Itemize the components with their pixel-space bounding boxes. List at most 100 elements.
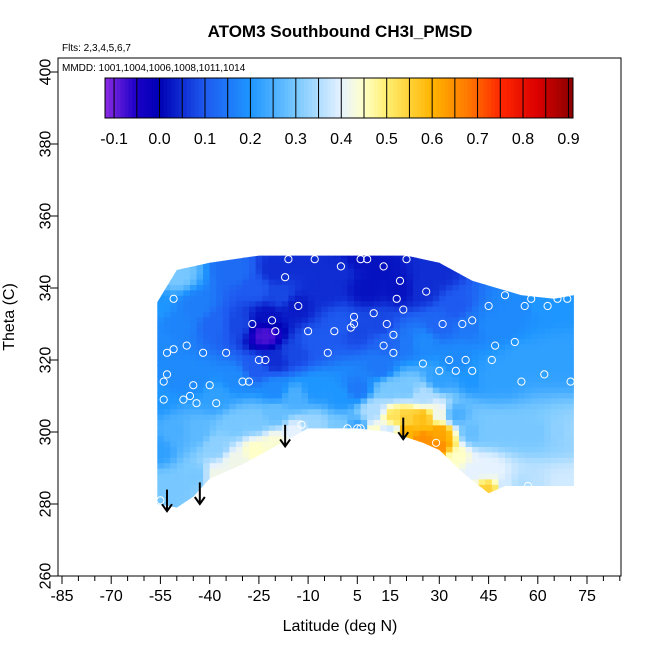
field-cell	[301, 473, 309, 480]
field-cell	[557, 468, 565, 474]
field-cell	[570, 376, 574, 383]
field-cell	[386, 446, 394, 453]
field-cell	[170, 322, 178, 329]
field-cell	[360, 333, 368, 339]
field-cell	[334, 300, 342, 307]
field-cell	[386, 300, 394, 307]
field-cell	[347, 327, 355, 334]
field-cell	[570, 387, 574, 393]
field-cell	[406, 333, 414, 339]
field-cell	[321, 462, 329, 469]
field-cell	[459, 279, 467, 285]
field-cell	[459, 338, 467, 345]
field-cell	[478, 408, 486, 415]
field-cell	[255, 300, 263, 307]
field-cell	[288, 424, 296, 431]
field-cell	[570, 495, 574, 501]
field-cell	[314, 473, 322, 480]
field-cell	[189, 306, 198, 312]
field-cell	[413, 365, 421, 372]
colorbar-swatch	[537, 78, 543, 118]
field-cell	[419, 376, 427, 383]
field-cell	[511, 343, 519, 350]
field-cell	[367, 457, 375, 464]
field-cell	[255, 387, 263, 393]
field-cell	[386, 473, 394, 480]
field-cell	[249, 370, 257, 377]
field-cell	[465, 468, 473, 474]
field-cell	[294, 408, 303, 415]
field-cell	[419, 468, 427, 474]
field-cell	[170, 365, 178, 372]
y-tick-label: 280	[38, 491, 55, 518]
field-cell	[294, 500, 303, 507]
field-cell	[393, 408, 401, 415]
field-cell	[183, 376, 191, 383]
field-cell	[340, 462, 349, 469]
field-cell	[380, 306, 388, 312]
colorbar-swatch	[350, 78, 356, 118]
field-cell	[511, 327, 519, 334]
field-cell	[268, 289, 276, 296]
field-cell	[491, 446, 499, 453]
field-cell	[550, 489, 559, 496]
field-cell	[268, 441, 276, 447]
field-cell	[386, 468, 394, 474]
field-cell	[485, 473, 493, 480]
field-cell	[524, 441, 532, 447]
field-cell	[268, 484, 276, 491]
field-cell	[216, 327, 224, 334]
field-cell	[222, 322, 230, 329]
field-cell	[275, 311, 283, 318]
field-cell	[354, 343, 362, 350]
field-cell	[229, 430, 237, 437]
field-cell	[518, 419, 526, 426]
field-cell	[557, 424, 565, 431]
field-cell	[445, 279, 454, 285]
field-cell	[340, 446, 349, 453]
field-cell	[354, 424, 362, 431]
field-cell	[196, 441, 204, 447]
field-cell	[301, 316, 309, 323]
field-cell	[268, 478, 276, 485]
field-cell	[209, 333, 217, 339]
field-cell	[472, 468, 480, 474]
field-cell	[537, 495, 545, 501]
field-cell	[498, 462, 506, 469]
field-cell	[308, 397, 316, 404]
field-cell	[229, 284, 237, 291]
field-cell	[439, 392, 447, 399]
field-cell	[314, 424, 322, 431]
field-cell	[354, 349, 362, 356]
field-cell	[183, 424, 191, 431]
field-cell	[222, 489, 230, 496]
colorbar-swatch	[108, 78, 114, 118]
field-cell	[557, 457, 565, 464]
field-cell	[478, 495, 486, 501]
field-cell	[550, 327, 559, 334]
field-cell	[524, 451, 532, 458]
field-cell	[550, 408, 559, 415]
field-cell	[262, 365, 270, 372]
field-cell	[511, 414, 519, 420]
field-cell	[268, 505, 276, 508]
field-cell	[386, 392, 394, 399]
field-cell	[570, 489, 574, 496]
field-cell	[163, 392, 171, 399]
sample-point	[310, 255, 319, 264]
field-cell	[445, 311, 454, 318]
field-cell	[380, 333, 388, 339]
field-cell	[393, 295, 401, 302]
field-cell	[491, 457, 499, 464]
field-cell	[334, 430, 342, 437]
field-cell	[314, 403, 322, 410]
field-cell	[537, 397, 545, 404]
field-cell	[281, 419, 289, 426]
field-cell	[216, 365, 224, 372]
field-cell	[203, 333, 211, 339]
field-cell	[557, 419, 565, 426]
field-cell	[347, 462, 355, 469]
field-cell	[459, 365, 467, 372]
field-cell	[452, 500, 460, 507]
field-cell	[544, 451, 552, 458]
